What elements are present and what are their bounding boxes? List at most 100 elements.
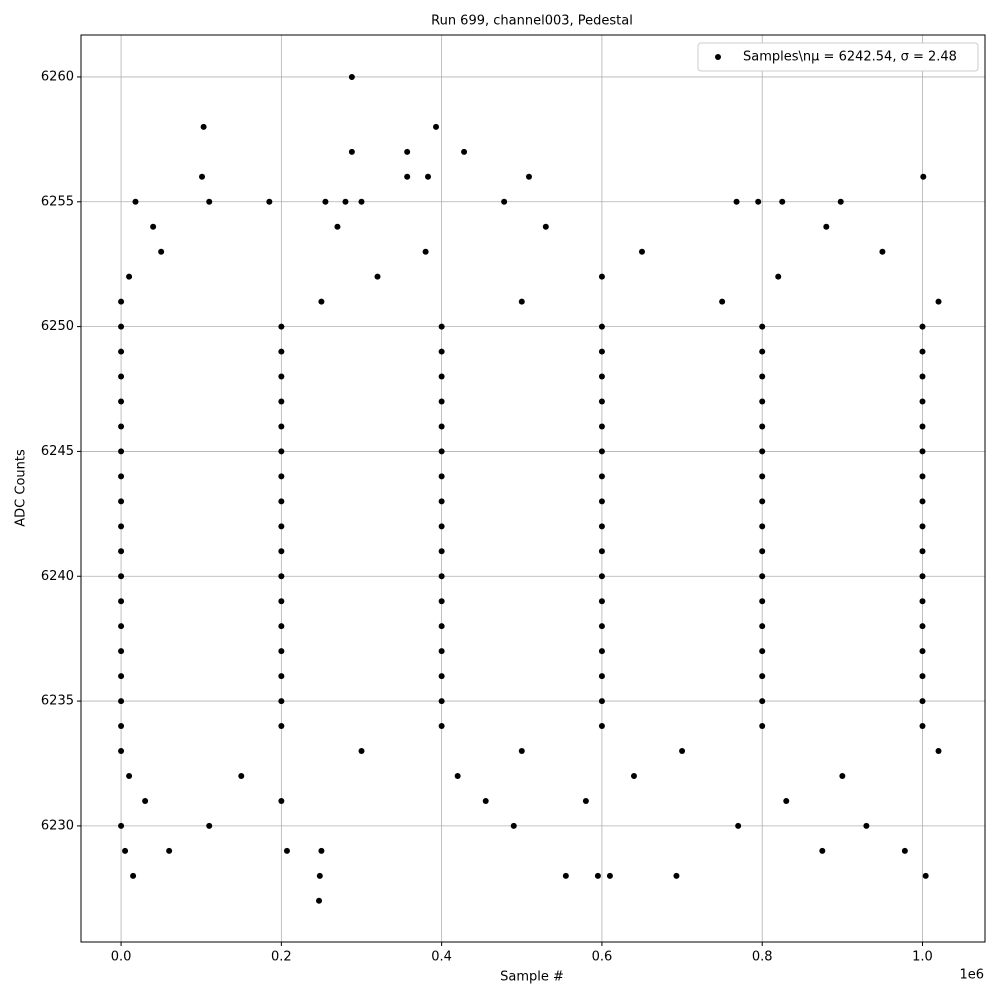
point — [582, 797, 589, 804]
point — [118, 448, 125, 455]
y-tick-label: 6235 — [41, 694, 74, 709]
point — [322, 198, 329, 205]
point — [126, 273, 133, 280]
point — [118, 648, 125, 655]
point — [348, 148, 355, 155]
point — [266, 198, 273, 205]
point — [118, 298, 125, 305]
y-tick-label: 6260 — [41, 69, 74, 84]
point — [919, 623, 926, 630]
point — [158, 248, 165, 255]
point — [919, 423, 926, 430]
point — [438, 423, 445, 430]
point — [759, 323, 766, 330]
point — [598, 598, 605, 605]
y-tick-label: 6240 — [41, 569, 74, 584]
point — [518, 748, 525, 755]
point — [278, 323, 285, 330]
point — [118, 698, 125, 705]
point — [598, 373, 605, 380]
x-tick-label: 0.2 — [271, 950, 292, 965]
point — [118, 498, 125, 505]
point — [438, 498, 445, 505]
point — [433, 123, 440, 130]
point — [238, 772, 245, 779]
point — [206, 198, 213, 205]
point — [200, 123, 207, 130]
point — [719, 298, 726, 305]
point — [358, 748, 365, 755]
point — [759, 523, 766, 530]
point — [358, 198, 365, 205]
point — [598, 548, 605, 555]
plot-frame — [80, 34, 986, 943]
point — [759, 498, 766, 505]
point — [166, 847, 173, 854]
point — [438, 473, 445, 480]
point — [118, 473, 125, 480]
point — [759, 473, 766, 480]
point — [278, 523, 285, 530]
point — [594, 872, 601, 879]
x-tick-label: 0.6 — [592, 950, 613, 965]
point — [598, 523, 605, 530]
point — [919, 673, 926, 680]
point — [759, 348, 766, 355]
point — [334, 223, 341, 230]
point — [783, 797, 790, 804]
point — [638, 248, 645, 255]
point — [118, 523, 125, 530]
point — [404, 173, 411, 180]
point — [438, 373, 445, 380]
point — [142, 797, 149, 804]
x-tick-label: 0.0 — [111, 950, 132, 965]
point — [278, 423, 285, 430]
point — [318, 298, 325, 305]
point — [935, 298, 942, 305]
point — [919, 698, 926, 705]
point — [118, 673, 125, 680]
point — [342, 198, 349, 205]
point — [759, 723, 766, 730]
point — [278, 623, 285, 630]
point — [118, 598, 125, 605]
point — [118, 723, 125, 730]
point — [278, 598, 285, 605]
point — [438, 623, 445, 630]
point — [126, 772, 133, 779]
point — [935, 748, 942, 755]
point — [759, 598, 766, 605]
point — [673, 872, 680, 879]
point — [598, 648, 605, 655]
y-tick-label: 6255 — [41, 194, 74, 209]
point — [901, 847, 908, 854]
point — [606, 872, 613, 879]
point — [598, 673, 605, 680]
point — [919, 723, 926, 730]
point — [150, 223, 157, 230]
point — [759, 548, 766, 555]
point — [118, 623, 125, 630]
point — [438, 573, 445, 580]
legend: Samples\nμ = 6242.54, σ = 2.48 — [697, 42, 979, 72]
point — [422, 248, 429, 255]
point — [404, 148, 411, 155]
point — [348, 73, 355, 80]
point — [735, 822, 742, 829]
point — [759, 423, 766, 430]
point — [118, 822, 125, 829]
point — [919, 448, 926, 455]
point — [278, 448, 285, 455]
legend-marker — [715, 54, 721, 60]
point — [779, 198, 786, 205]
point — [759, 623, 766, 630]
point — [438, 398, 445, 405]
point — [316, 897, 323, 904]
point — [374, 273, 381, 280]
point — [454, 772, 461, 779]
point — [919, 373, 926, 380]
point — [598, 723, 605, 730]
point — [438, 698, 445, 705]
point — [118, 348, 125, 355]
point — [759, 398, 766, 405]
